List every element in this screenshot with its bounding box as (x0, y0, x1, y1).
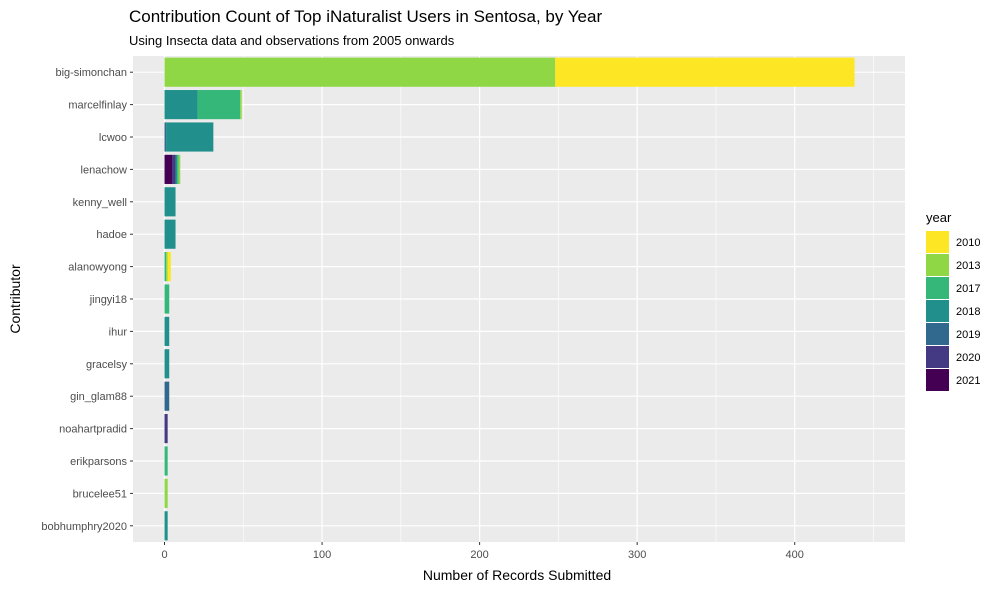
bar-alanowyong-2017 (164, 252, 167, 282)
bar-lcwoo-2018 (166, 122, 214, 152)
bar-noahartpradid-2020 (164, 414, 168, 444)
y-tick-label: bobhumphry2020 (41, 521, 127, 533)
legend-swatch-2013 (926, 254, 949, 276)
bar-erikparsons-2017 (164, 446, 168, 476)
y-tick-label: erikparsons (70, 456, 127, 468)
y-tick-label: kenny_well (73, 197, 127, 209)
bar-lenachow-2021 (164, 154, 173, 184)
y-axis-title: Contributor (7, 264, 23, 334)
bar-alanowyong-2010 (167, 252, 171, 282)
legend-title: year (926, 210, 952, 225)
legend-label-2018: 2018 (956, 306, 980, 318)
bar-marcelfinlay-2017 (197, 90, 241, 120)
legend-swatch-2010 (926, 231, 949, 253)
chart-subtitle: Using Insecta data and observations from… (129, 33, 455, 48)
legend-label-2013: 2013 (956, 260, 980, 272)
bar-marcelfinlay-2018 (164, 90, 198, 120)
bar-lenachow-2018 (175, 154, 178, 184)
bar-lenachow-2013 (178, 154, 181, 184)
legend: year 2010 2013 2017 2018 2019 2020 2021 (926, 210, 980, 391)
bar-bobhumphry2020-2018 (164, 511, 168, 541)
legend-swatch-2020 (926, 346, 949, 368)
y-tick-label: noahartpradid (59, 424, 127, 436)
bar-gin-glam88-2019 (164, 381, 170, 411)
x-tick-label: 400 (786, 549, 804, 561)
x-tick-label: 0 (161, 549, 167, 561)
bar-hadoe-2018 (164, 219, 176, 249)
legend-label-2019: 2019 (956, 329, 980, 341)
bar-kenny-well-2018 (164, 187, 176, 217)
y-tick-label: hadoe (96, 229, 127, 241)
bar-jingyi18-2017 (164, 284, 170, 314)
y-tick-label: gin_glam88 (70, 391, 127, 403)
x-tick-label: 200 (470, 549, 488, 561)
y-tick-label: jingyi18 (89, 294, 127, 306)
y-axis: big-simonchan marcelfinlay lcwoo lenachow ke… (41, 67, 133, 533)
y-tick-label: brucelee51 (73, 488, 127, 500)
bar-marcelfinlay-2013 (240, 90, 242, 120)
legend-swatch-2018 (926, 300, 949, 322)
y-tick-label: marcelfinlay (68, 100, 127, 112)
x-axis: 0 100 200 300 400 (161, 542, 804, 561)
legend-label-2017: 2017 (956, 283, 980, 295)
bar-gracelsy-2018 (164, 349, 170, 379)
legend-label-2020: 2020 (956, 352, 980, 364)
bar-big-simonchan-2013 (164, 57, 556, 87)
y-tick-label: ihur (109, 326, 128, 338)
y-tick-label: lcwoo (99, 132, 127, 144)
bar-ihur-2018 (164, 316, 170, 346)
y-tick-label: lenachow (81, 164, 128, 176)
legend-swatch-2019 (926, 323, 949, 345)
legend-label-2021: 2021 (956, 375, 980, 387)
y-tick-label: alanowyong (68, 262, 127, 274)
bar-lenachow-2020 (172, 154, 176, 184)
x-axis-title: Number of Records Submitted (423, 567, 611, 583)
x-tick-label: 300 (628, 549, 646, 561)
x-tick-label: 100 (313, 549, 331, 561)
legend-swatch-2021 (926, 369, 949, 391)
bar-big-simonchan-2010 (555, 57, 855, 87)
bar-lenachow-2017 (177, 154, 179, 184)
y-tick-label: big-simonchan (55, 67, 127, 79)
bar-lcwoo-2019 (164, 122, 167, 152)
legend-label-2010: 2010 (956, 237, 980, 249)
bar-brucelee51-2013 (164, 478, 168, 508)
legend-swatch-2017 (926, 277, 949, 299)
bar-alanowyong-2013 (166, 252, 168, 282)
chart-title: Contribution Count of Top iNaturalist Us… (129, 7, 602, 26)
y-tick-label: gracelsy (86, 359, 127, 371)
bars (164, 57, 855, 541)
